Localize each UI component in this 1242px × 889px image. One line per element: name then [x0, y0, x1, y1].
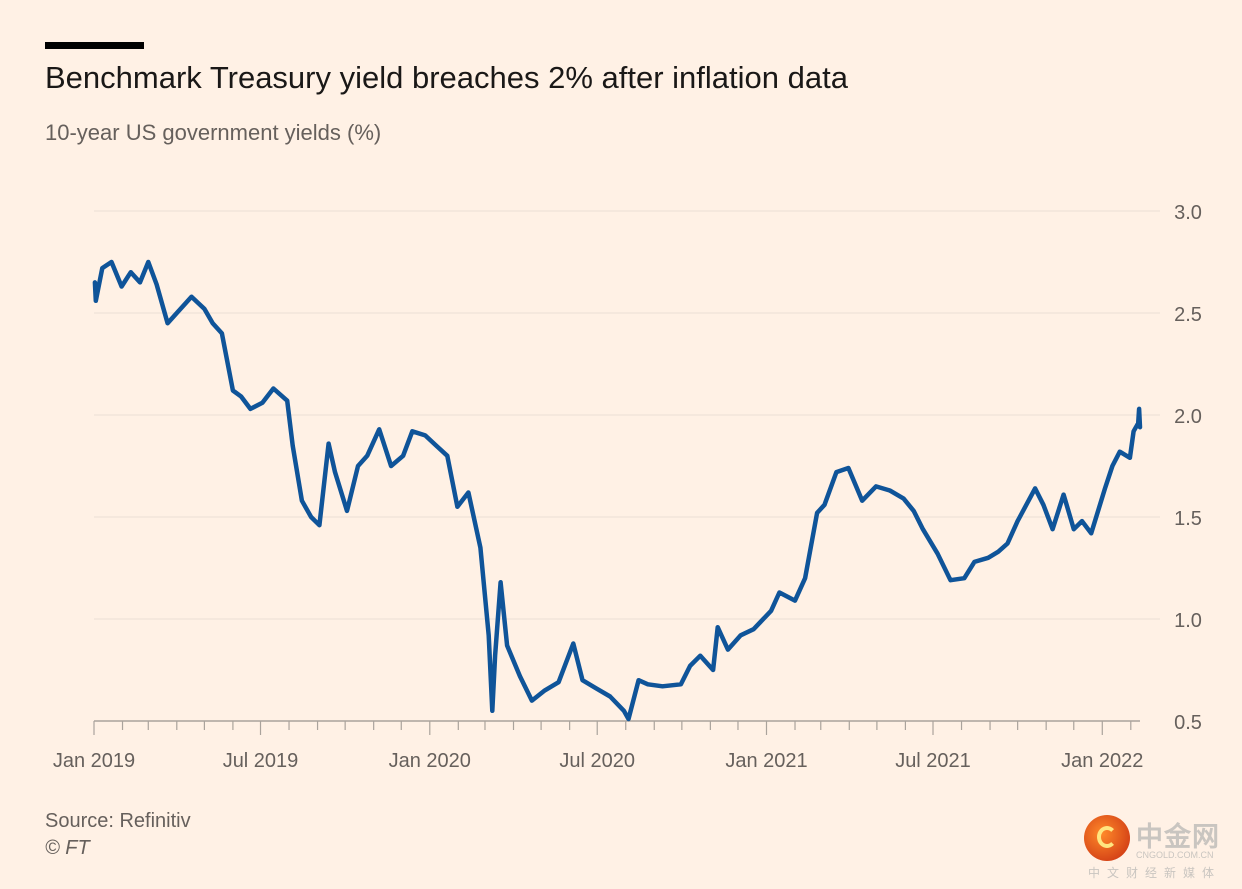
- grid-lines: [94, 210, 1160, 620]
- x-tick-label: Jan 2022: [1061, 750, 1143, 772]
- x-tick-label: Jan 2021: [725, 750, 807, 772]
- watermark-name: 中金网: [1136, 822, 1220, 853]
- watermark-domain: CNGOLD.COM.CN: [1136, 850, 1214, 860]
- x-axis: Jan 2019 Jul 2019 Jan 2020 Jul 2020 Jan 2021…: [53, 720, 1143, 772]
- y-tick-label: 1.0: [1174, 610, 1202, 632]
- y-axis-labels: 0.5 1.0 1.5 2.0 2.5 3.0: [1174, 202, 1202, 734]
- x-tick-label: Jan 2020: [389, 750, 471, 772]
- header-accent-bar: [45, 42, 144, 49]
- x-tick-label: Jul 2020: [559, 750, 635, 772]
- source-note: Source: Refinitiv: [45, 810, 191, 832]
- y-tick-label: 2.5: [1174, 304, 1202, 326]
- watermark-tagline: 中文财经新媒体: [1088, 866, 1222, 880]
- x-tick-label: Jan 2019: [53, 750, 135, 772]
- y-tick-label: 0.5: [1174, 712, 1202, 734]
- x-tick-label: Jul 2021: [895, 750, 971, 772]
- y-tick-label: 2.0: [1174, 406, 1202, 428]
- watermark-logo-icon: [1084, 815, 1130, 861]
- x-tick-label: Jul 2019: [223, 750, 299, 772]
- series-group: [92, 259, 1143, 722]
- y-tick-label: 1.5: [1174, 508, 1202, 530]
- chart-subtitle: 10-year US government yields (%): [45, 120, 382, 145]
- y-tick-label: 3.0: [1174, 202, 1202, 224]
- copyright-note: © FT: [45, 837, 90, 859]
- chart-title: Benchmark Treasury yield breaches 2% aft…: [45, 60, 848, 95]
- yield-series-line: [92, 259, 1143, 722]
- watermark: 中金网 CNGOLD.COM.CN 中文财经新媒体: [1084, 815, 1234, 881]
